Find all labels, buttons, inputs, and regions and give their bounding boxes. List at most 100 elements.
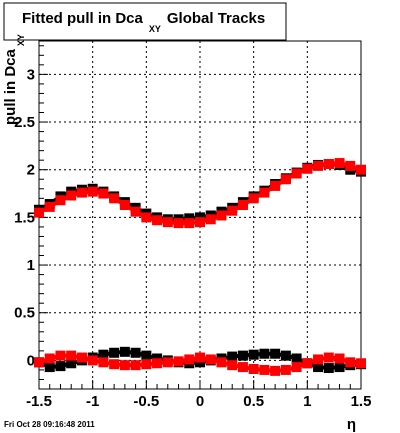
y-tick-label: 3 bbox=[27, 66, 35, 83]
data-point bbox=[216, 357, 227, 368]
series-1 bbox=[34, 158, 366, 229]
data-point bbox=[173, 218, 184, 229]
title-suffix: Global Tracks bbox=[167, 10, 265, 27]
data-point bbox=[184, 354, 195, 365]
data-point bbox=[141, 359, 152, 370]
series-3 bbox=[34, 350, 366, 376]
x-tick-label: 0 bbox=[196, 393, 204, 410]
data-point bbox=[130, 206, 141, 217]
data-point bbox=[227, 351, 238, 362]
data-point bbox=[227, 205, 238, 216]
data-point bbox=[259, 187, 270, 198]
y-axis-title-subscript: XY bbox=[16, 34, 26, 46]
data-point bbox=[259, 348, 270, 359]
data-point bbox=[162, 357, 173, 368]
data-point bbox=[313, 160, 324, 171]
data-point bbox=[87, 355, 98, 366]
data-point bbox=[216, 210, 227, 221]
data-point bbox=[291, 168, 302, 179]
data-point bbox=[323, 363, 334, 374]
x-tick-label: 1.5 bbox=[351, 393, 372, 410]
title-box bbox=[3, 2, 287, 41]
data-point bbox=[98, 188, 109, 199]
data-point bbox=[55, 195, 66, 206]
data-point bbox=[291, 362, 302, 373]
x-tick-label: -1.5 bbox=[26, 393, 52, 410]
data-point bbox=[184, 218, 195, 229]
data-point bbox=[248, 363, 259, 374]
data-point bbox=[323, 158, 334, 169]
x-tick-labels: -1.5 -1 -0.5 0 0.5 1 1.5 bbox=[26, 393, 371, 410]
y-tick-label: 1.5 bbox=[14, 209, 35, 226]
data-point bbox=[66, 190, 77, 201]
data-point bbox=[237, 362, 248, 373]
data-point bbox=[302, 163, 313, 174]
data-point bbox=[280, 350, 291, 361]
y-tick-labels: 0 0.5 1 1.5 2 2.5 3 bbox=[14, 66, 35, 369]
data-point bbox=[34, 207, 44, 218]
data-point bbox=[195, 352, 205, 363]
x-axis-title: η bbox=[347, 416, 356, 433]
data-point bbox=[98, 349, 109, 360]
data-point bbox=[195, 217, 205, 228]
data-point bbox=[280, 364, 291, 375]
data-point bbox=[98, 357, 109, 368]
data-point bbox=[291, 353, 302, 364]
data-point bbox=[356, 164, 366, 175]
data-point bbox=[44, 362, 55, 373]
y-tick-label: 2.5 bbox=[14, 114, 35, 131]
data-point bbox=[334, 353, 345, 364]
data-point bbox=[323, 352, 334, 363]
y-axis-title: pull in Dca XY bbox=[2, 34, 26, 125]
data-point bbox=[109, 359, 120, 370]
title-subscript: XY bbox=[149, 24, 161, 34]
data-point bbox=[119, 360, 130, 371]
data-point bbox=[141, 212, 152, 223]
data-point bbox=[205, 354, 216, 365]
data-point bbox=[152, 215, 163, 226]
data-point bbox=[356, 358, 366, 369]
data-point bbox=[130, 360, 141, 371]
y-axis-title-main: pull in Dca bbox=[2, 49, 19, 126]
data-point bbox=[248, 193, 259, 204]
data-point bbox=[109, 347, 120, 358]
data-point bbox=[313, 362, 324, 373]
data-point bbox=[76, 187, 87, 198]
data-point bbox=[227, 360, 238, 371]
data-point bbox=[270, 365, 281, 376]
data-point bbox=[76, 352, 87, 363]
data-point bbox=[313, 354, 324, 365]
data-point bbox=[152, 358, 163, 369]
title-text: Fitted pull in Dca XY Global Tracks bbox=[22, 10, 265, 34]
data-point bbox=[162, 217, 173, 228]
data-series bbox=[34, 158, 366, 376]
data-point bbox=[34, 357, 44, 368]
data-point bbox=[248, 349, 259, 360]
data-point bbox=[87, 186, 98, 197]
data-point bbox=[334, 158, 345, 169]
y-tick-label: 0.5 bbox=[14, 305, 35, 322]
data-point bbox=[345, 160, 356, 171]
data-point bbox=[66, 350, 77, 361]
data-point bbox=[270, 180, 281, 191]
data-point bbox=[109, 193, 120, 204]
data-point bbox=[302, 358, 313, 369]
data-point bbox=[259, 364, 270, 375]
data-point bbox=[237, 199, 248, 210]
data-point bbox=[55, 350, 66, 361]
data-point bbox=[141, 350, 152, 361]
timestamp: Fri Oct 28 09:16:48 2011 bbox=[4, 420, 95, 429]
data-point bbox=[237, 350, 248, 361]
data-point bbox=[119, 346, 130, 357]
y-tick-label: 0 bbox=[27, 352, 35, 369]
title-main: Fitted pull in Dca bbox=[22, 10, 143, 27]
data-point bbox=[270, 348, 281, 359]
data-point bbox=[280, 174, 291, 185]
x-tick-label: -0.5 bbox=[133, 393, 159, 410]
data-point bbox=[334, 362, 345, 373]
data-point bbox=[66, 358, 77, 369]
data-point bbox=[173, 356, 184, 367]
y-tick-label: 2 bbox=[27, 162, 35, 179]
data-point bbox=[119, 199, 130, 210]
